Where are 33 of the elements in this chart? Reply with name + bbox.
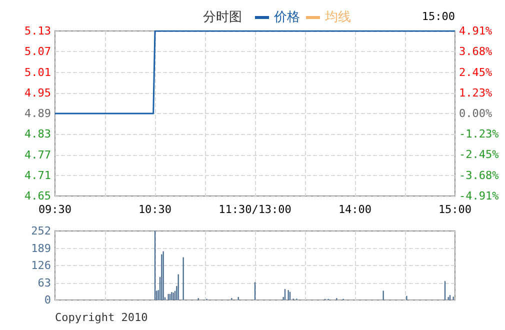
x-tick-label: 11:30/13:00 bbox=[218, 203, 292, 216]
y-tick-label: 5.01 bbox=[24, 66, 51, 79]
y2-tick-label: 1.23% bbox=[459, 86, 492, 100]
x-tick-label: 14:00 bbox=[338, 203, 372, 216]
y-tick-label: 252 bbox=[31, 224, 51, 238]
y-tick-label: 4.95 bbox=[24, 86, 51, 100]
y-tick-label: 5.13 bbox=[24, 24, 51, 38]
text: 15:00 bbox=[422, 10, 456, 23]
y-tick-label: 63 bbox=[38, 276, 51, 290]
text: Copyright 2010 bbox=[55, 311, 148, 324]
y-tick-label: 126 bbox=[31, 259, 51, 272]
x-tick-label: 10:30 bbox=[138, 203, 172, 216]
y2-tick-label: 0.00% bbox=[459, 107, 492, 120]
legend-label: 均线 bbox=[324, 10, 351, 25]
y-tick-label: 4.65 bbox=[24, 190, 51, 202]
x-tick-label: 15:00 bbox=[438, 203, 472, 216]
y-tick-label: 4.77 bbox=[24, 148, 51, 162]
y2-tick-label: 3.68% bbox=[459, 45, 492, 58]
y2-tick-label: 2.45% bbox=[459, 66, 492, 79]
y2-tick-label: -4.91% bbox=[459, 190, 500, 202]
x-tick-label: 09:30 bbox=[38, 203, 72, 216]
y-tick-label: 189 bbox=[31, 242, 51, 255]
y2-tick-label: -3.68% bbox=[459, 168, 500, 182]
y2-tick-label: -1.23% bbox=[459, 128, 500, 141]
chart-title: 分时图 bbox=[203, 10, 242, 25]
y2-tick-label: -2.45% bbox=[459, 148, 500, 162]
y-tick-label: 0 bbox=[44, 294, 51, 306]
y-tick-label: 5.07 bbox=[24, 45, 51, 58]
y-tick-label: 4.71 bbox=[24, 168, 51, 182]
y-tick-label: 4.89 bbox=[24, 107, 51, 120]
legend-label: 价格 bbox=[273, 10, 300, 25]
y-tick-label: 4.83 bbox=[24, 128, 51, 141]
y2-tick-label: 4.91% bbox=[459, 24, 492, 38]
